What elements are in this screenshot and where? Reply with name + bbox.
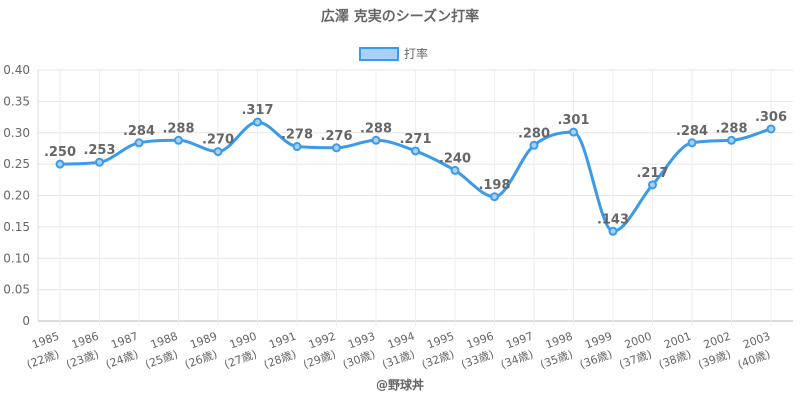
y-tick-label: 0.20 (3, 189, 30, 203)
x-tick-age: (23歳) (65, 348, 101, 372)
x-tick-age: (34歳) (499, 348, 535, 372)
gridlines (38, 69, 793, 326)
y-tick-label: 0.15 (3, 220, 30, 234)
data-label: .198 (478, 178, 510, 193)
legend-swatch (359, 47, 399, 61)
legend[interactable]: 打率 (359, 46, 428, 61)
axes: 00.050.100.150.200.250.300.350.401985(22… (3, 63, 772, 371)
data-label: .276 (320, 129, 352, 144)
data-label: .253 (83, 143, 115, 158)
data-point (371, 135, 381, 145)
data-point (134, 138, 144, 148)
x-tick-age: (22歳) (25, 348, 61, 372)
data-point (213, 147, 223, 157)
data-label: .284 (123, 124, 155, 139)
data-points (55, 117, 776, 236)
data-label: .288 (715, 121, 747, 136)
data-label: .288 (360, 121, 392, 136)
data-point (332, 143, 341, 153)
x-tick-age: (36歳) (578, 348, 614, 372)
y-tick-label: 0.40 (3, 63, 30, 77)
x-tick-age: (27歳) (223, 348, 259, 372)
data-point (450, 165, 460, 175)
data-point (608, 226, 618, 236)
data-label: .284 (676, 124, 708, 139)
data-label: .317 (241, 103, 273, 118)
x-tick-age: (28歳) (262, 348, 298, 372)
x-tick-age: (33歳) (460, 348, 496, 372)
data-label: .288 (162, 121, 194, 136)
data-point (55, 159, 65, 169)
x-tick-age: (39歳) (697, 348, 733, 372)
data-label: .306 (755, 110, 787, 125)
data-point (411, 146, 420, 156)
data-point (529, 140, 539, 150)
data-label: .280 (518, 126, 550, 141)
x-tick-age: (40歳) (736, 348, 772, 372)
x-tick-age: (32歳) (420, 348, 456, 372)
data-label: .270 (202, 133, 234, 148)
x-tick-age: (37歳) (618, 348, 654, 372)
data-label: .143 (597, 212, 629, 227)
x-tick-age: (35歳) (539, 348, 575, 372)
data-point (253, 117, 262, 127)
x-tick-age: (31歳) (381, 348, 417, 372)
chart-title: 広澤 克実のシーズン打率 (321, 8, 479, 25)
data-point (95, 157, 104, 167)
data-point (766, 124, 776, 134)
data-label: .240 (439, 151, 471, 166)
x-tick-age: (26歳) (183, 348, 219, 372)
data-label: .278 (281, 128, 313, 143)
data-label: .217 (636, 166, 668, 181)
data-point (569, 127, 578, 137)
y-tick-label: 0.10 (3, 251, 30, 265)
x-tick-age: (38歳) (657, 348, 693, 372)
data-label: .301 (557, 113, 589, 128)
y-tick-label: 0.35 (3, 94, 30, 108)
x-tick-age: (25歳) (144, 348, 180, 372)
data-label: .250 (44, 145, 76, 160)
y-tick-label: 0.25 (3, 157, 30, 171)
x-tick-age: (30歳) (341, 348, 377, 372)
y-tick-label: 0.30 (3, 126, 30, 140)
data-point (174, 135, 183, 145)
x-tick-age: (29歳) (302, 348, 338, 372)
data-point (687, 138, 697, 148)
data-labels: .250 .253 .284 .288 .270 .317 .278 .276 .288 .271… (44, 103, 787, 227)
legend-label: 打率 (404, 46, 428, 61)
y-tick-label: 0 (22, 314, 30, 328)
data-point (648, 180, 657, 190)
x-tick-age: (24歳) (104, 348, 140, 372)
data-point (490, 192, 499, 202)
data-label: .271 (399, 132, 431, 147)
y-tick-label: 0.05 (3, 283, 30, 297)
data-point (727, 135, 736, 145)
data-point (292, 142, 302, 152)
credit-text: @野球丼 (376, 377, 424, 392)
